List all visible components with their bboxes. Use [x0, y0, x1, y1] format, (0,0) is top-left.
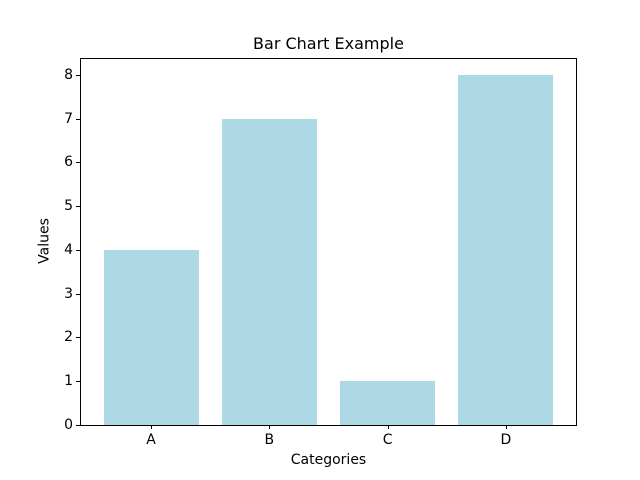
x-tick-mark — [505, 425, 507, 429]
y-tick-label: 8 — [64, 66, 73, 83]
bar-C — [340, 381, 436, 425]
y-tick-label: 7 — [64, 110, 73, 127]
chart-title: Bar Chart Example — [253, 34, 404, 53]
bar-A — [103, 250, 199, 425]
y-axis-label: Values — [36, 218, 53, 264]
y-tick-mark — [76, 74, 80, 76]
x-axis-label: Categories — [290, 452, 367, 468]
y-tick-label: 2 — [64, 329, 73, 346]
x-tick-mark — [151, 425, 153, 429]
y-tick-label: 5 — [64, 198, 73, 215]
x-tick-mark — [269, 425, 271, 429]
y-tick-mark — [76, 162, 80, 164]
bar-B — [221, 119, 317, 425]
x-tick-mark — [387, 425, 389, 429]
y-tick-label: 0 — [64, 417, 73, 433]
y-tick-label: 3 — [64, 285, 73, 302]
x-tick-label: A — [146, 432, 156, 448]
x-tick-label: B — [264, 432, 275, 448]
y-tick-mark — [76, 249, 80, 251]
y-tick-label: 4 — [64, 241, 73, 258]
bar-D — [458, 75, 554, 425]
y-tick-mark — [76, 337, 80, 339]
x-tick-label: C — [382, 432, 393, 448]
plot-area: A B C D 0 1 2 3 4 5 6 7 8 — [64, 58, 577, 448]
y-tick-label: 6 — [64, 154, 73, 171]
y-tick-mark — [76, 206, 80, 208]
y-tick-mark — [76, 293, 80, 295]
y-tick-mark — [76, 425, 80, 426]
x-tick-label: D — [500, 432, 512, 448]
y-tick-mark — [76, 118, 80, 120]
y-tick-mark — [76, 381, 80, 383]
y-tick-label: 1 — [64, 373, 73, 390]
